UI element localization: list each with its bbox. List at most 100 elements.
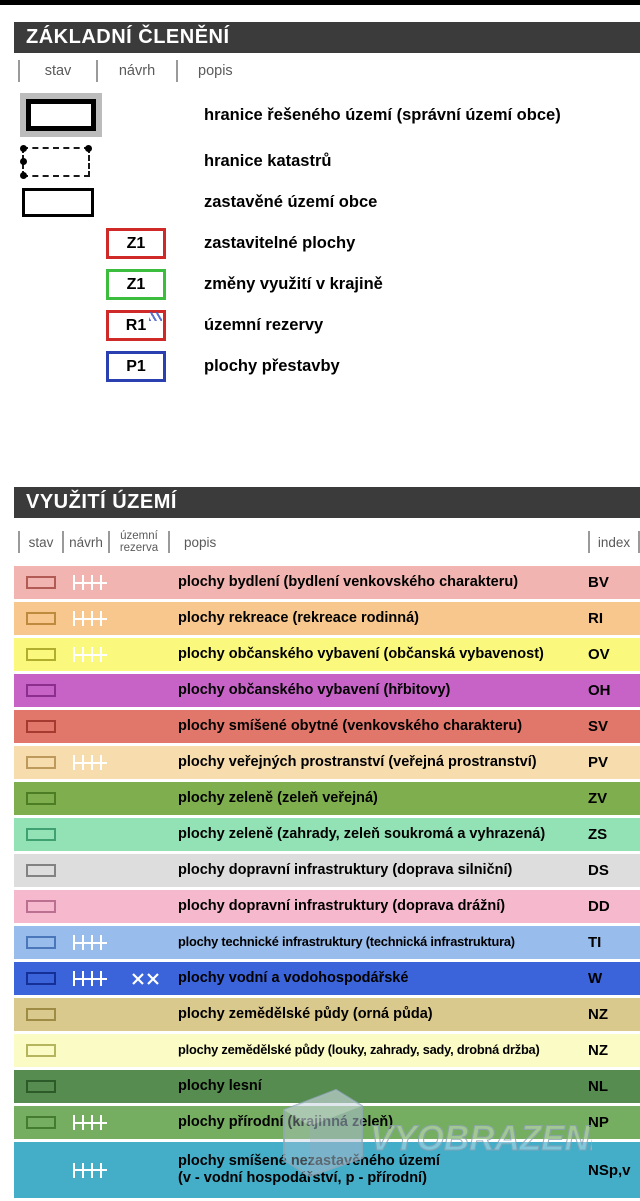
landuse-label: plochy bydlení (bydlení venkovského char… (178, 574, 519, 591)
landuse-index: DS (588, 862, 609, 879)
stav-cell (14, 1008, 66, 1021)
vertex-dot (20, 171, 27, 179)
stav-swatch (26, 900, 56, 913)
column-separator (62, 531, 64, 553)
column-separator (18, 60, 20, 82)
legend-item-label: zastavitelné plochy (204, 234, 356, 252)
code-box-symbol: P1 (14, 351, 192, 382)
navrh-cell (66, 755, 114, 770)
legend-item: Z1 zastavitelné plochy (14, 223, 640, 264)
landuse-index: NZ (588, 1042, 608, 1059)
landuse-row-nz: plochy zemědělské půdy (louky, zahrady, … (14, 1034, 640, 1067)
code-box-z1: Z1 (106, 228, 166, 259)
stav-cell (14, 1044, 66, 1057)
landuse-index: NSp,v (588, 1161, 631, 1179)
column-header-stav: stav (28, 534, 54, 550)
cadastre-boundary-swatch (20, 144, 92, 179)
column-separator (588, 531, 590, 553)
built-up-area-swatch (22, 188, 94, 217)
stav-cell (14, 648, 66, 661)
landuse-label: plochy smíšené nezastavěného území (v - v… (178, 1153, 588, 1186)
stav-swatch (26, 792, 56, 805)
landuse-label: plochy smíšené obytné (venkovského chara… (178, 718, 523, 735)
column-header-index: index (597, 534, 631, 550)
stav-swatch (26, 972, 56, 985)
landuse-label: plochy zemědělské půdy (orná půda) (178, 1006, 433, 1023)
section1-title-bar: ZÁKLADNÍ ČLENĚNÍ (14, 22, 640, 53)
landuse-row-zv: plochy zeleně (zeleň veřejná) ZV (14, 782, 640, 815)
landuse-row-sv: plochy smíšené obytné (venkovského chara… (14, 710, 640, 743)
column-header-stav: stav (44, 63, 72, 79)
navrh-hatch-symbol (73, 971, 107, 986)
section1-title: ZÁKLADNÍ ČLENĚNÍ (26, 26, 230, 48)
stav-swatch (26, 936, 56, 949)
legend-item: R1 územní rezervy (14, 305, 640, 346)
navrh-cell (66, 647, 114, 662)
landuse-label: plochy technické infrastruktury (technic… (178, 934, 515, 950)
stav-cell (14, 828, 66, 841)
landuse-row-ds: plochy dopravní infrastruktury (doprava … (14, 854, 640, 887)
stav-swatch (26, 648, 56, 661)
landuse-row-dd: plochy dopravní infrastruktury (doprava … (14, 890, 640, 923)
navrh-cell (66, 575, 114, 590)
stav-cell (14, 1080, 66, 1093)
landuse-label: plochy zeleně (zahrady, zeleň soukromá a… (178, 826, 546, 843)
landuse-index: NP (588, 1114, 609, 1131)
landuse-label: plochy lesní (178, 1078, 262, 1095)
landuse-row-np: plochy přírodní (krajinná zeleň) NP (14, 1106, 640, 1139)
navrh-cell (66, 935, 114, 950)
landuse-label: plochy zeleně (zeleň veřejná) (178, 790, 378, 807)
stav-cell (14, 792, 66, 805)
landuse-row-nz: plochy zemědělské půdy (orná půda) NZ (14, 998, 640, 1031)
column-header-navrh: návrh (118, 63, 156, 79)
landuse-label: plochy občanského vybavení (občanská vyb… (178, 646, 544, 663)
landuse-row-ri: plochy rekreace (rekreace rodinná) RI (14, 602, 640, 635)
stav-swatch (26, 828, 56, 841)
stav-cell (14, 1116, 66, 1129)
landuse-index: W (588, 970, 603, 987)
navrh-hatch-symbol (73, 1162, 107, 1178)
stav-cell (14, 972, 66, 985)
landuse-label: plochy dopravní infrastruktury (doprava … (178, 862, 513, 879)
landuse-label: plochy dopravní infrastruktury (doprava … (178, 898, 506, 915)
section2-title-bar: VYUŽITÍ ÚZEMÍ (14, 487, 640, 518)
landuse-row-zs: plochy zeleně (zahrady, zeleň soukromá a… (14, 818, 640, 851)
landuse-label: plochy rekreace (rekreace rodinná) (178, 610, 419, 627)
column-separator (108, 531, 110, 553)
stav-cell (14, 864, 66, 877)
landuse-label-line1: plochy smíšené nezastavěného území (178, 1153, 440, 1170)
landuse-index: ZS (588, 826, 608, 843)
landuse-row-pv: plochy veřejných prostranství (veřejná p… (14, 746, 640, 779)
landuse-index: ZV (588, 790, 608, 807)
landuse-row-ti: plochy technické infrastruktury (technic… (14, 926, 640, 959)
navrh-hatch-symbol (73, 611, 107, 626)
navrh-cell (66, 1162, 114, 1178)
navrh-hatch-symbol (73, 755, 107, 770)
stav-swatch (26, 576, 56, 589)
stav-swatch (26, 864, 56, 877)
basic-division-items: hranice řešeného území (správní území ob… (0, 89, 640, 387)
legend-item-label: hranice řešeného území (správní území ob… (204, 105, 561, 124)
column-separator (96, 60, 98, 82)
legend-item-label: zastavěné území obce (204, 193, 378, 211)
landuse-row-bv: plochy bydlení (bydlení venkovského char… (14, 566, 640, 599)
vertex-dot (85, 144, 92, 152)
stav-cell (14, 720, 66, 733)
landuse-label-line2: (v - vodní hospodářství, p - přírodní) (178, 1170, 427, 1186)
stav-swatch (26, 1116, 56, 1129)
legend-item: P1 plochy přestavby (14, 346, 640, 387)
stav-swatch (26, 1080, 56, 1093)
legend-item: hranice řešeného území (správní území ob… (14, 89, 640, 141)
column-separator (176, 60, 178, 82)
stav-cell (14, 576, 66, 589)
top-border (0, 0, 640, 5)
municipality-boundary-swatch (26, 99, 96, 131)
code-box-p1: P1 (106, 351, 166, 382)
legend-item: hranice katastrů (14, 141, 640, 182)
column-separator (168, 531, 170, 553)
code-box-symbol: Z1 (14, 228, 192, 259)
stav-cell (14, 900, 66, 913)
legend-item-label: plochy přestavby (204, 357, 340, 375)
landuse-index: TI (588, 934, 602, 951)
landuse-row-oh: plochy občanského vybavení (hřbitovy) OH (14, 674, 640, 707)
